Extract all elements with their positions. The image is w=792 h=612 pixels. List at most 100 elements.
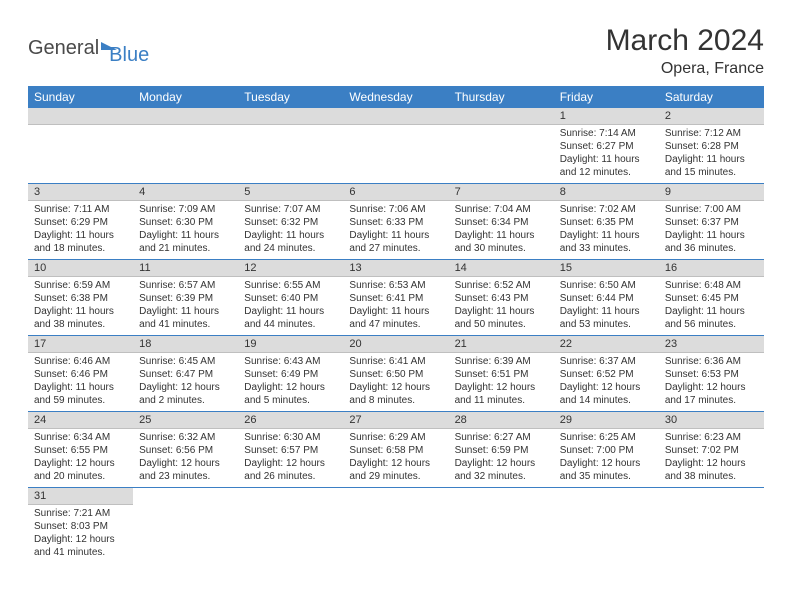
day-number: 16 [659,260,764,277]
sunset-text: Sunset: 6:51 PM [455,368,548,381]
calendar-cell: 26Sunrise: 6:30 AMSunset: 6:57 PMDayligh… [238,412,343,488]
daylight-text: Daylight: 12 hours and 11 minutes. [455,381,548,407]
column-header: Saturday [659,86,764,108]
calendar-week-row: 31Sunrise: 7:21 AMSunset: 8:03 PMDayligh… [28,488,764,564]
sunrise-text: Sunrise: 6:36 AM [665,355,758,368]
day-number: 5 [238,184,343,201]
day-text: Sunrise: 6:46 AMSunset: 6:46 PMDaylight:… [28,353,133,411]
sunset-text: Sunset: 7:00 PM [560,444,653,457]
day-number: 19 [238,336,343,353]
calendar-cell: 2Sunrise: 7:12 AMSunset: 6:28 PMDaylight… [659,108,764,184]
sunrise-text: Sunrise: 7:21 AM [34,507,127,520]
day-text: Sunrise: 7:09 AMSunset: 6:30 PMDaylight:… [133,201,238,259]
day-number: 25 [133,412,238,429]
day-text: Sunrise: 6:57 AMSunset: 6:39 PMDaylight:… [133,277,238,335]
column-header: Wednesday [343,86,448,108]
daylight-text: Daylight: 11 hours and 15 minutes. [665,153,758,179]
daylight-text: Daylight: 11 hours and 36 minutes. [665,229,758,255]
day-number: 23 [659,336,764,353]
daylight-text: Daylight: 12 hours and 41 minutes. [34,533,127,559]
day-text: Sunrise: 6:48 AMSunset: 6:45 PMDaylight:… [659,277,764,335]
calendar-cell: 3Sunrise: 7:11 AMSunset: 6:29 PMDaylight… [28,184,133,260]
sunset-text: Sunset: 6:58 PM [349,444,442,457]
day-text: Sunrise: 6:52 AMSunset: 6:43 PMDaylight:… [449,277,554,335]
calendar-cell: 7Sunrise: 7:04 AMSunset: 6:34 PMDaylight… [449,184,554,260]
sunrise-text: Sunrise: 6:46 AM [34,355,127,368]
calendar-cell: 31Sunrise: 7:21 AMSunset: 8:03 PMDayligh… [28,488,133,564]
day-text: Sunrise: 6:59 AMSunset: 6:38 PMDaylight:… [28,277,133,335]
sunset-text: Sunset: 6:50 PM [349,368,442,381]
calendar-cell: 13Sunrise: 6:53 AMSunset: 6:41 PMDayligh… [343,260,448,336]
day-text: Sunrise: 7:12 AMSunset: 6:28 PMDaylight:… [659,125,764,183]
day-number: 6 [343,184,448,201]
day-number: 30 [659,412,764,429]
calendar-cell: 20Sunrise: 6:41 AMSunset: 6:50 PMDayligh… [343,336,448,412]
daylight-text: Daylight: 11 hours and 12 minutes. [560,153,653,179]
sunrise-text: Sunrise: 6:50 AM [560,279,653,292]
daylight-text: Daylight: 12 hours and 20 minutes. [34,457,127,483]
sunset-text: Sunset: 6:39 PM [139,292,232,305]
sunrise-text: Sunrise: 6:59 AM [34,279,127,292]
day-text: Sunrise: 6:30 AMSunset: 6:57 PMDaylight:… [238,429,343,487]
day-number: 29 [554,412,659,429]
day-text: Sunrise: 6:45 AMSunset: 6:47 PMDaylight:… [133,353,238,411]
day-number: 21 [449,336,554,353]
column-header: Tuesday [238,86,343,108]
sunrise-text: Sunrise: 6:32 AM [139,431,232,444]
sunrise-text: Sunrise: 6:23 AM [665,431,758,444]
day-number: 28 [449,412,554,429]
day-number [133,108,238,125]
sunset-text: Sunset: 6:49 PM [244,368,337,381]
sunrise-text: Sunrise: 6:57 AM [139,279,232,292]
calendar-cell: 24Sunrise: 6:34 AMSunset: 6:55 PMDayligh… [28,412,133,488]
day-text: Sunrise: 7:21 AMSunset: 8:03 PMDaylight:… [28,505,133,563]
day-number: 9 [659,184,764,201]
daylight-text: Daylight: 11 hours and 44 minutes. [244,305,337,331]
calendar-table: SundayMondayTuesdayWednesdayThursdayFrid… [28,86,764,563]
calendar-header-row: SundayMondayTuesdayWednesdayThursdayFrid… [28,86,764,108]
day-number [554,488,659,504]
day-text: Sunrise: 6:32 AMSunset: 6:56 PMDaylight:… [133,429,238,487]
calendar-cell: 15Sunrise: 6:50 AMSunset: 6:44 PMDayligh… [554,260,659,336]
column-header: Sunday [28,86,133,108]
calendar-body: 1Sunrise: 7:14 AMSunset: 6:27 PMDaylight… [28,108,764,563]
calendar-cell [554,488,659,564]
calendar-cell: 17Sunrise: 6:46 AMSunset: 6:46 PMDayligh… [28,336,133,412]
column-header: Friday [554,86,659,108]
sunrise-text: Sunrise: 6:53 AM [349,279,442,292]
day-number: 3 [28,184,133,201]
sunrise-text: Sunrise: 7:12 AM [665,127,758,140]
calendar-week-row: 24Sunrise: 6:34 AMSunset: 6:55 PMDayligh… [28,412,764,488]
day-number: 24 [28,412,133,429]
day-text [133,504,238,510]
daylight-text: Daylight: 12 hours and 5 minutes. [244,381,337,407]
sunrise-text: Sunrise: 7:07 AM [244,203,337,216]
sunset-text: Sunset: 6:37 PM [665,216,758,229]
sunset-text: Sunset: 6:34 PM [455,216,548,229]
day-number: 31 [28,488,133,505]
sunset-text: Sunset: 6:35 PM [560,216,653,229]
sunset-text: Sunset: 6:46 PM [34,368,127,381]
page-title: March 2024 [606,24,764,58]
calendar-cell: 27Sunrise: 6:29 AMSunset: 6:58 PMDayligh… [343,412,448,488]
daylight-text: Daylight: 11 hours and 47 minutes. [349,305,442,331]
day-text: Sunrise: 6:37 AMSunset: 6:52 PMDaylight:… [554,353,659,411]
sunrise-text: Sunrise: 6:43 AM [244,355,337,368]
sunrise-text: Sunrise: 7:02 AM [560,203,653,216]
calendar-cell [133,108,238,184]
sunrise-text: Sunrise: 6:30 AM [244,431,337,444]
sunset-text: Sunset: 6:47 PM [139,368,232,381]
column-header: Thursday [449,86,554,108]
sunset-text: Sunset: 6:40 PM [244,292,337,305]
location-label: Opera, France [606,60,764,78]
daylight-text: Daylight: 12 hours and 26 minutes. [244,457,337,483]
sunrise-text: Sunrise: 7:09 AM [139,203,232,216]
day-number: 2 [659,108,764,125]
sunrise-text: Sunrise: 6:52 AM [455,279,548,292]
sunrise-text: Sunrise: 6:45 AM [139,355,232,368]
day-text: Sunrise: 7:14 AMSunset: 6:27 PMDaylight:… [554,125,659,183]
day-number [238,108,343,125]
day-text [238,125,343,183]
sunset-text: Sunset: 6:57 PM [244,444,337,457]
day-number: 26 [238,412,343,429]
